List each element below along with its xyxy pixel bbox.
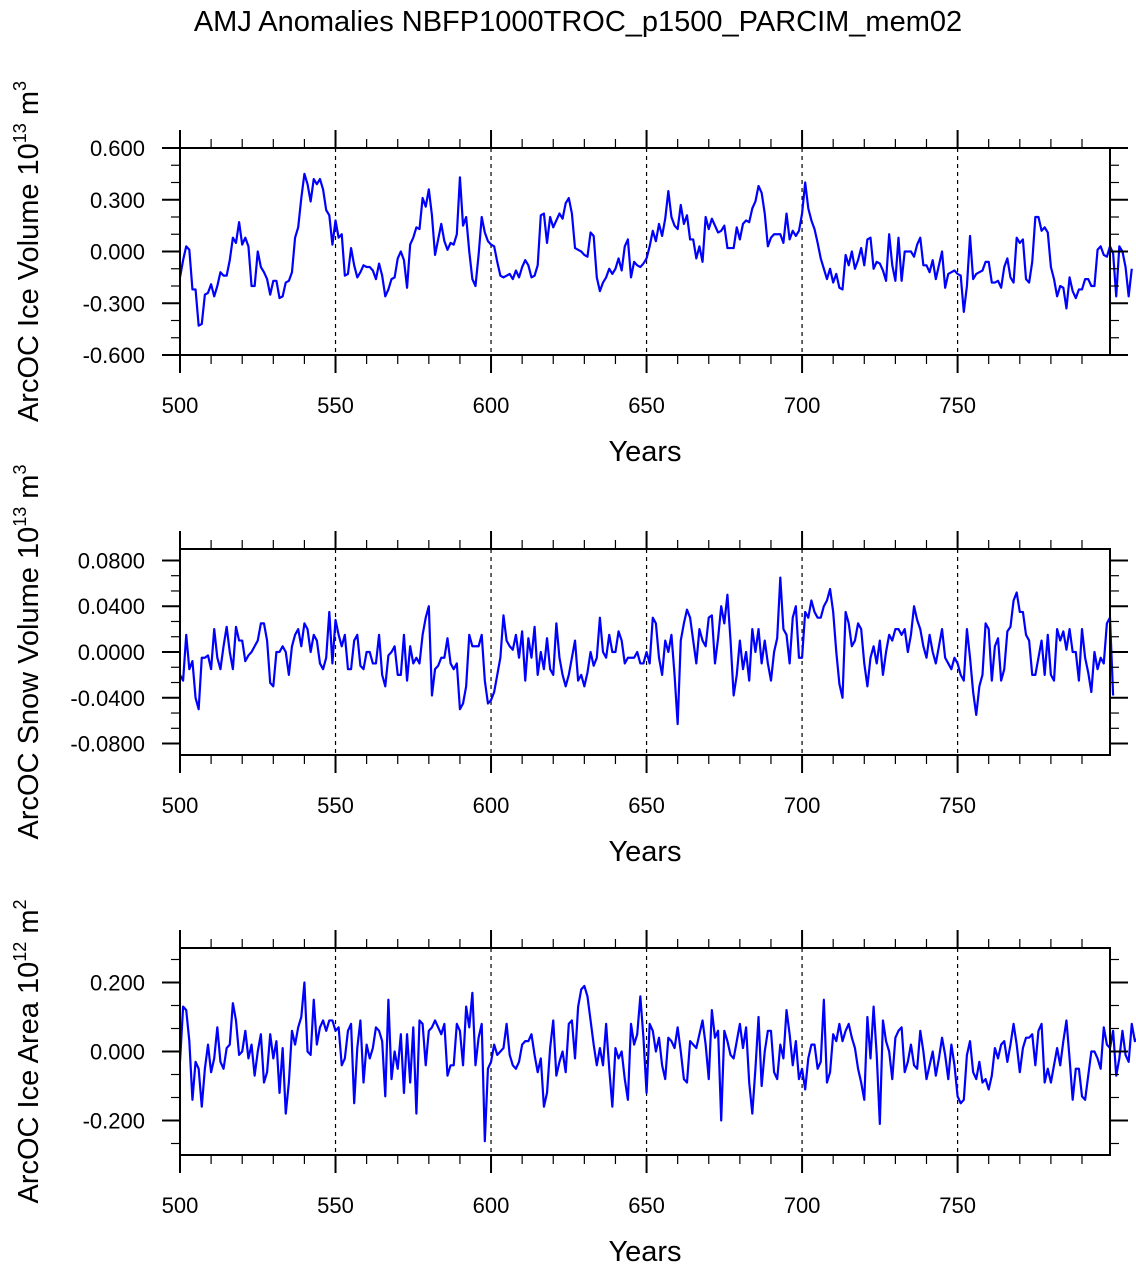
x-tick-label: 550 — [317, 1193, 354, 1218]
x-tick-label: 700 — [784, 793, 821, 818]
x-tick-label: 600 — [473, 793, 510, 818]
series-line-ice-area — [178, 981, 1136, 1143]
figure-title: AMJ Anomalies NBFP1000TROC_p1500_PARCIM_… — [194, 6, 962, 38]
x-tick-label: 600 — [473, 1193, 510, 1218]
x-tick-label: 700 — [784, 393, 821, 418]
x-tick-label: 750 — [939, 1193, 976, 1218]
y-tick-label: -0.600 — [83, 343, 145, 368]
y-tick-label: 0.0400 — [78, 594, 145, 619]
x-axis-label: Years — [608, 436, 681, 468]
x-tick-label: 700 — [784, 1193, 821, 1218]
x-tick-label: 500 — [162, 793, 199, 818]
x-tick-label: 650 — [628, 793, 665, 818]
x-tick-label: 750 — [939, 393, 976, 418]
x-tick-label: 600 — [473, 393, 510, 418]
x-axis-label: Years — [608, 1236, 681, 1266]
y-axis-label: ArcOC Ice Volume 1013 m3 — [10, 81, 45, 422]
panel-ice-area: 500 550 600 650 700 750 -0.200 0.000 0.200 Years A… — [10, 899, 1136, 1266]
series-line-snow-volume — [179, 576, 1115, 726]
y-tick-label: -0.0800 — [70, 732, 145, 757]
y-tick-label: 0.0800 — [78, 548, 145, 573]
y-tick-label: 0.0000 — [78, 640, 145, 665]
x-tick-label: 500 — [162, 1193, 199, 1218]
y-axis-label: ArcOC Ice Area 1012 m2 — [10, 899, 45, 1203]
y-tick-label: 0.200 — [90, 971, 145, 996]
x-tick-label: 550 — [317, 793, 354, 818]
y-tick-label: -0.300 — [83, 291, 145, 316]
y-tick-label: 0.300 — [90, 188, 145, 213]
x-tick-label: 550 — [317, 393, 354, 418]
y-tick-label: 0.000 — [90, 240, 145, 265]
series-line-ice-volume — [178, 172, 1133, 327]
x-tick-label: 650 — [628, 393, 665, 418]
y-tick-label: 0.000 — [90, 1040, 145, 1065]
x-tick-label: 500 — [162, 393, 199, 418]
y-tick-label: -0.0400 — [70, 686, 145, 711]
y-tick-label: 0.600 — [90, 136, 145, 161]
panel-ice-volume: 500 550 600 650 700 750 -0.600 -0.300 0.000 0.300… — [10, 81, 1133, 468]
y-axis-label: ArcOC Snow Volume 1013 m3 — [10, 465, 45, 840]
x-tick-label: 650 — [628, 1193, 665, 1218]
x-axis-label: Years — [608, 836, 681, 868]
x-tick-label: 750 — [939, 793, 976, 818]
panel-snow-volume: 500 550 600 650 700 750 -0.0800 -0.0400 0.0000 0.… — [10, 465, 1128, 868]
y-tick-label: -0.200 — [83, 1109, 145, 1134]
